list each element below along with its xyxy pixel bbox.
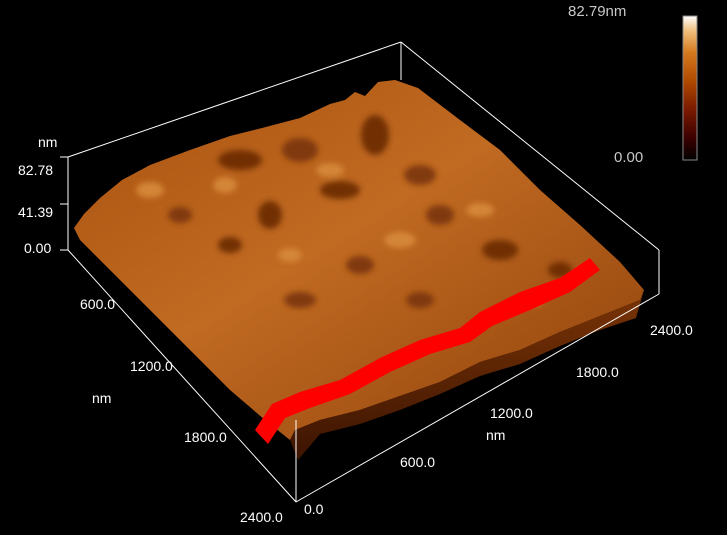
bounding-box-front xyxy=(60,156,660,503)
front-axis-tick-0: 0.0 xyxy=(304,501,324,517)
left-axis-tick-1200: 1200.0 xyxy=(130,358,173,374)
left-axis-tick-600: 600.0 xyxy=(80,296,116,312)
front-axis-tick-600: 600.0 xyxy=(400,454,436,470)
front-axis-tick-1800: 1800.0 xyxy=(576,364,619,380)
cross-section-line[interactable] xyxy=(255,258,600,444)
front-axis-unit: nm xyxy=(486,427,506,443)
left-axis-unit: nm xyxy=(92,390,112,406)
z-axis-tick-min: 0.00 xyxy=(24,240,52,256)
afm-surface xyxy=(74,80,644,460)
z-axis-tick-max: 82.78 xyxy=(18,162,54,178)
front-axis-tick-2400: 2400.0 xyxy=(650,322,693,338)
colorbar-max-label: 82.79nm xyxy=(568,3,627,20)
left-axis-tick-2400: 2400.0 xyxy=(240,509,283,525)
colorbar-min-label: 0.00 xyxy=(614,149,644,166)
colorbar xyxy=(682,15,698,161)
front-axis-tick-1200: 1200.0 xyxy=(490,405,533,421)
z-axis-tick-mid: 41.39 xyxy=(18,204,54,220)
left-axis-tick-1800: 1800.0 xyxy=(184,429,227,445)
z-axis-unit: nm xyxy=(38,134,58,150)
